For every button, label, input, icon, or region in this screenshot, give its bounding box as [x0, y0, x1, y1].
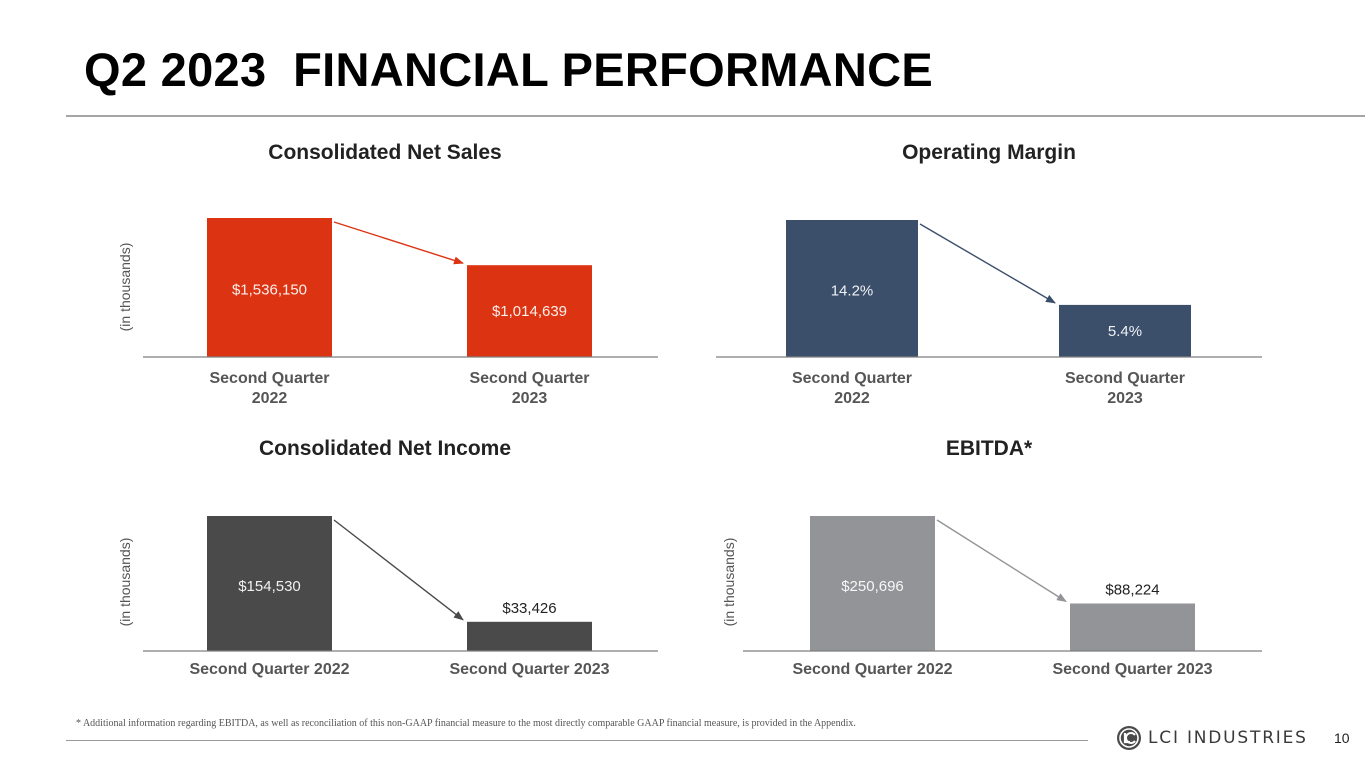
data-label: $88,224 [1105, 581, 1159, 598]
chart-ebitda: EBITDA* (in thousands) $250,696 Second Quar… [721, 437, 1262, 678]
data-label: 5.4% [1108, 323, 1142, 340]
category-label-line: 2022 [252, 390, 288, 407]
bar [1070, 603, 1195, 651]
category-label-line: Second Quarter 2023 [449, 661, 609, 678]
bar [207, 218, 332, 357]
category-label: Second Quarter 2023 [469, 370, 589, 407]
bar [1059, 304, 1191, 357]
category-label-line: 2022 [834, 390, 870, 407]
bar [467, 621, 592, 651]
chart-title: Consolidated Net Income [259, 437, 511, 460]
category-label-line: Second Quarter [469, 370, 589, 387]
data-label: $250,696 [841, 578, 904, 595]
chart-title: Consolidated Net Sales [268, 141, 501, 164]
y-axis-label: (in thousands) [721, 538, 737, 627]
category-label: Second Quarter 2023 [449, 661, 609, 678]
category-label-line: Second Quarter 2022 [189, 661, 349, 678]
data-label: 14.2% [831, 283, 874, 300]
chart-title: EBITDA* [946, 437, 1033, 460]
bar [467, 265, 592, 357]
data-label: $1,536,150 [232, 282, 307, 299]
company-logo: LCI INDUSTRIES [1116, 724, 1308, 752]
category-label: Second Quarter 2022 [189, 661, 349, 678]
lci-logo-icon [1117, 726, 1141, 750]
category-label-line: Second Quarter [209, 370, 329, 387]
category-label: Second Quarter 2022 [792, 661, 952, 678]
page-number: 10 [1334, 730, 1350, 746]
bar [207, 516, 332, 651]
logo-text: LCI INDUSTRIES [1148, 728, 1308, 748]
bar [786, 220, 918, 357]
chart-title: Operating Margin [902, 141, 1076, 164]
data-label: $33,426 [502, 600, 556, 617]
y-axis-label: (in thousands) [117, 538, 133, 627]
category-label-line: 2023 [512, 390, 548, 407]
category-label-line: Second Quarter [1065, 370, 1185, 387]
chart-net-sales: Consolidated Net Sales (in thousands) $1,5… [117, 141, 658, 407]
category-label: Second Quarter 2022 [792, 370, 912, 407]
category-label: Second Quarter 2023 [1052, 661, 1212, 678]
trend-arrow [333, 221, 464, 265]
category-label-line: Second Quarter 2023 [1052, 661, 1212, 678]
category-label-line: Second Quarter [792, 370, 912, 387]
trend-arrow [333, 519, 464, 621]
data-label: $1,014,639 [492, 303, 567, 320]
category-label-line: 2023 [1107, 390, 1143, 407]
category-label: Second Quarter 2023 [1065, 370, 1185, 407]
category-label: Second Quarter 2022 [209, 370, 329, 407]
bar [810, 516, 935, 651]
chart-net-income: Consolidated Net Income (in thousands) $15… [117, 437, 658, 678]
footer-divider [66, 740, 1088, 741]
page-title: Q2 2023 FINANCIAL PERFORMANCE [84, 43, 934, 96]
data-label: $154,530 [238, 578, 301, 595]
title-divider [66, 115, 1365, 117]
footnote: * Additional information regarding EBITD… [76, 718, 856, 729]
y-axis-label: (in thousands) [117, 243, 133, 332]
chart-operating-margin: Operating Margin 14.2% Second Quarter 2022 5… [716, 141, 1262, 407]
trend-arrow [919, 223, 1056, 304]
category-label-line: Second Quarter 2022 [792, 661, 952, 678]
trend-arrow [936, 519, 1067, 603]
